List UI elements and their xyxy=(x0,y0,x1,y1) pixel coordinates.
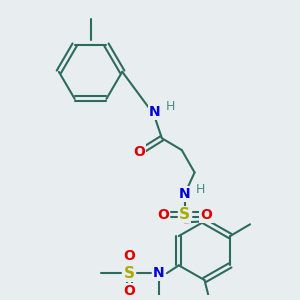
Text: O: O xyxy=(123,284,135,298)
Text: N: N xyxy=(153,266,165,280)
Text: N: N xyxy=(149,105,161,119)
Text: O: O xyxy=(157,208,169,221)
Text: S: S xyxy=(124,266,135,281)
Text: O: O xyxy=(123,249,135,262)
Text: S: S xyxy=(179,207,190,222)
Text: H: H xyxy=(166,100,176,113)
Text: N: N xyxy=(179,187,190,201)
Text: O: O xyxy=(133,145,145,159)
Text: O: O xyxy=(200,208,212,221)
Text: H: H xyxy=(196,183,205,196)
